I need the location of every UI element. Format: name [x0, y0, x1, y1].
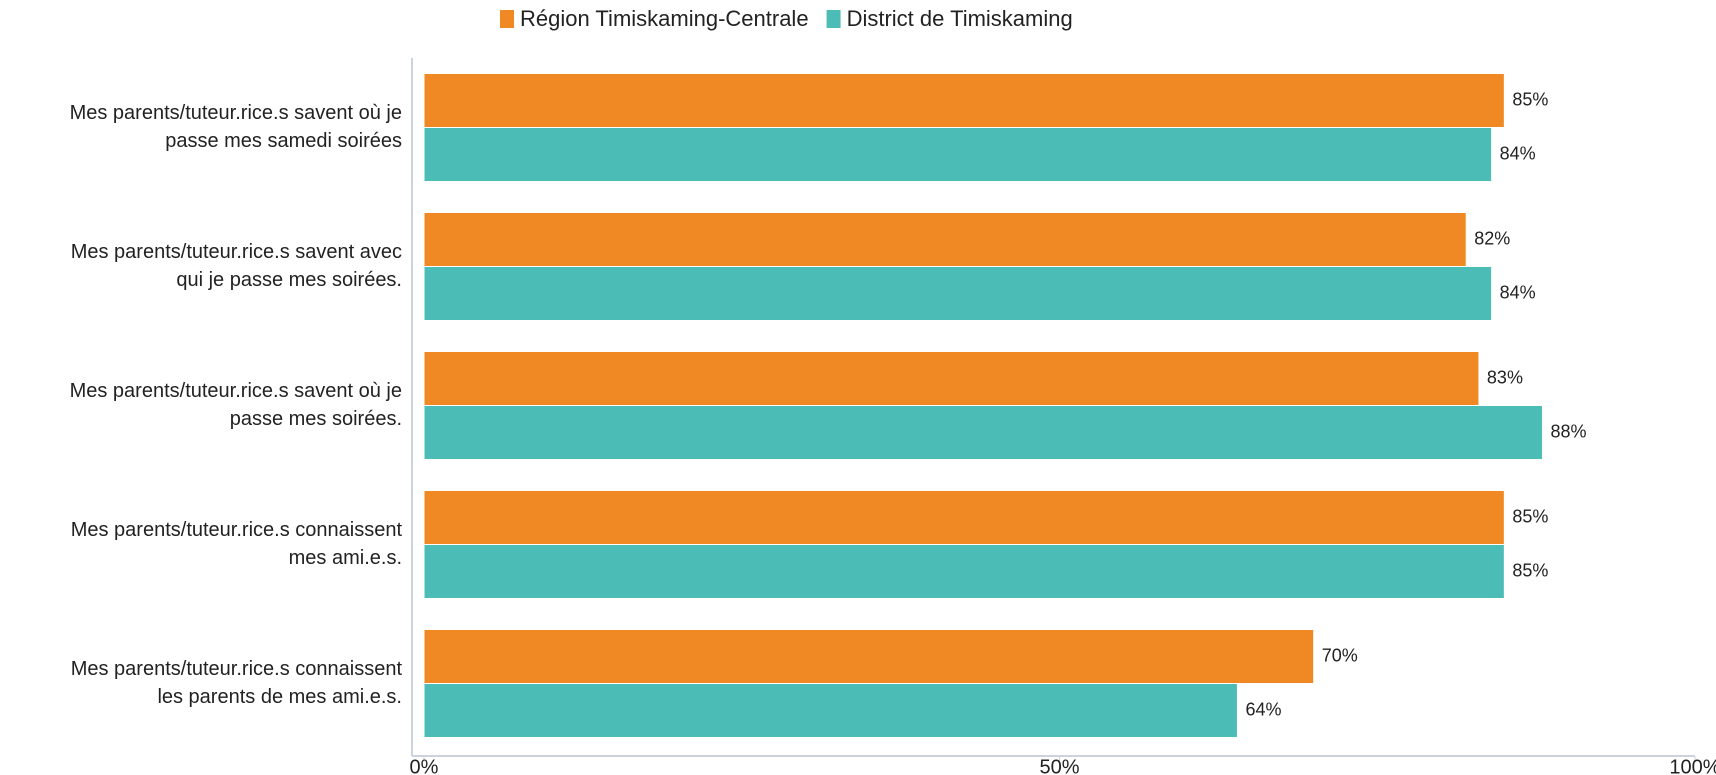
value-label: 70% [1322, 645, 1358, 665]
legend-swatch [826, 10, 841, 28]
value-label: 85% [1512, 560, 1548, 580]
bar [423, 544, 1505, 599]
value-label: 64% [1245, 699, 1281, 719]
legend-label: District de Timiskaming [847, 6, 1073, 31]
bar [423, 490, 1505, 545]
value-label: 85% [1512, 506, 1548, 526]
y-tick-label: Mes parents/tuteur.rice.s connaissent [71, 519, 403, 541]
y-tick-label: Mes parents/tuteur.rice.s savent avec [71, 241, 402, 263]
y-tick-label: qui je passe mes soirées. [176, 269, 402, 291]
y-tick-label: mes ami.e.s. [289, 547, 402, 569]
value-label: 84% [1500, 282, 1536, 302]
y-tick-label: Mes parents/tuteur.rice.s connaissent [71, 658, 403, 680]
bar [423, 212, 1467, 267]
x-tick-label: 0% [410, 756, 439, 775]
y-tick-label: passe mes samedi soirées [165, 130, 402, 152]
value-label: 85% [1512, 89, 1548, 109]
value-label: 82% [1474, 228, 1510, 248]
bar [423, 266, 1493, 321]
x-tick-label: 100% [1669, 756, 1716, 775]
y-tick-label: Mes parents/tuteur.rice.s savent où je [70, 102, 402, 124]
y-tick-label: Mes parents/tuteur.rice.s savent où je [70, 380, 402, 402]
legend-swatch [500, 10, 514, 28]
bar [423, 351, 1480, 406]
y-tick-label: passe mes soirées. [230, 408, 402, 430]
value-label: 83% [1487, 367, 1523, 387]
bar [423, 683, 1238, 738]
bar [423, 629, 1315, 684]
bar [423, 405, 1543, 460]
legend-label: Région Timiskaming-Centrale [520, 6, 809, 31]
bar [423, 73, 1505, 128]
y-tick-label: les parents de mes ami.e.s. [157, 686, 402, 708]
value-label: 84% [1500, 143, 1536, 163]
x-tick-label: 50% [1039, 756, 1079, 775]
value-label: 88% [1550, 421, 1586, 441]
bar [423, 127, 1493, 182]
